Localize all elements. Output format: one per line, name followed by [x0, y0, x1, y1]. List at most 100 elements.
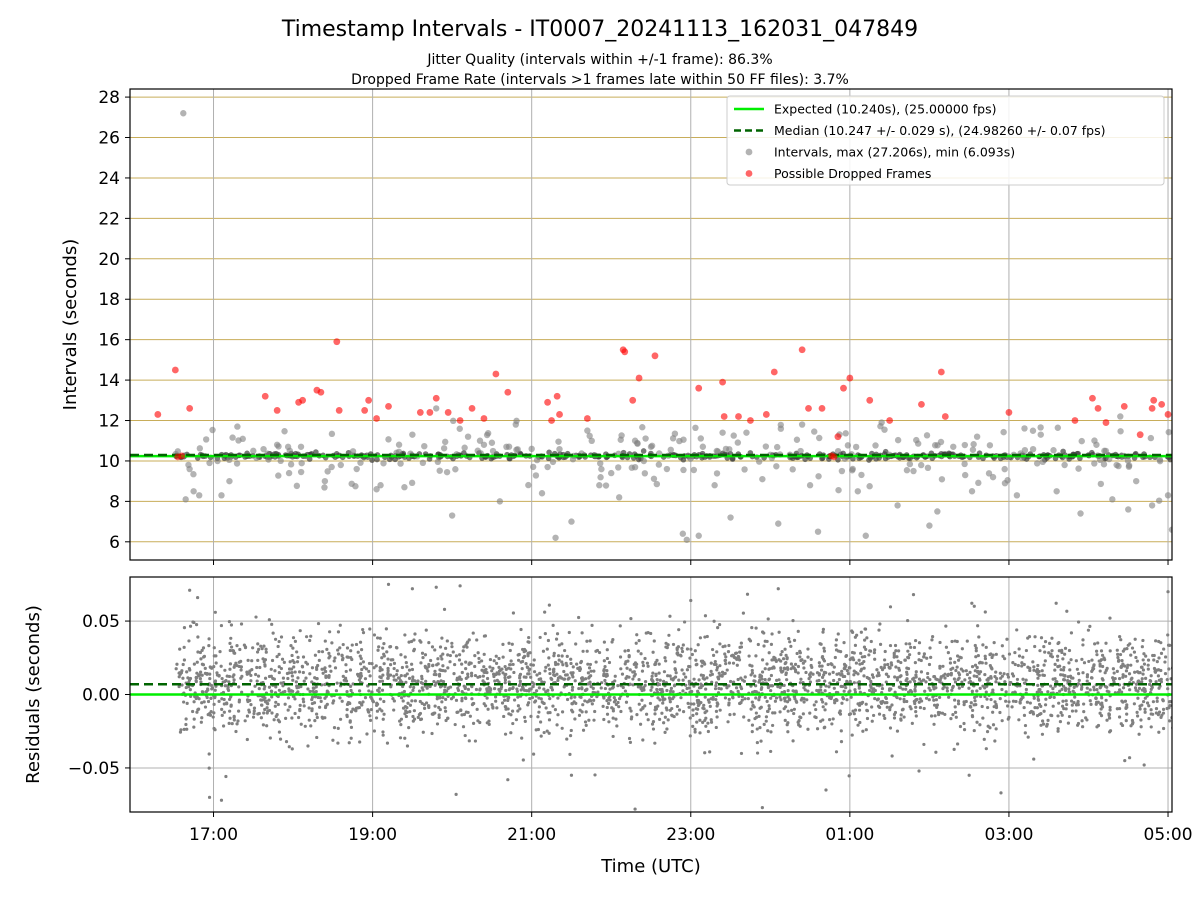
residual-point: [910, 721, 914, 725]
residual-point: [862, 674, 866, 678]
residual-point: [766, 709, 770, 714]
residual-point: [661, 701, 665, 705]
interval-point: [872, 442, 879, 449]
residual-point: [1089, 676, 1094, 680]
residual-point: [519, 627, 523, 632]
residual-point: [1050, 636, 1054, 640]
residual-point: [369, 707, 373, 712]
residual-point: [700, 664, 704, 668]
residual-point: [403, 712, 407, 716]
residual-point: [892, 712, 897, 717]
interval-point: [722, 445, 730, 453]
residual-point: [310, 695, 315, 699]
interval-point: [588, 437, 595, 445]
residual-point: [1089, 702, 1093, 706]
residual-point: [502, 714, 506, 719]
residual-point: [394, 645, 399, 650]
residual-point: [689, 702, 693, 706]
residual-point: [498, 668, 503, 672]
interval-point: [950, 443, 957, 450]
residual-point: [358, 676, 362, 680]
residual-point: [1094, 649, 1099, 653]
residual-point: [757, 698, 761, 702]
residual-point: [792, 638, 797, 642]
residual-point: [964, 669, 968, 673]
residual-point: [382, 641, 386, 646]
residual-point: [605, 699, 609, 703]
residual-point: [798, 681, 802, 685]
residual-point: [488, 688, 492, 692]
dropped-frame-point: [553, 392, 561, 400]
interval-point: [529, 463, 537, 471]
residual-point: [207, 795, 212, 799]
residual-point: [1074, 659, 1078, 663]
residual-point: [463, 686, 467, 691]
x-axis-label: Time (UTC): [600, 856, 701, 877]
residual-point: [430, 645, 435, 649]
residual-point: [715, 665, 720, 670]
residual-point: [1169, 677, 1172, 681]
residual-point: [629, 717, 633, 721]
interval-point: [174, 448, 182, 455]
residual-point: [477, 656, 481, 661]
residual-point: [1134, 682, 1139, 686]
residual-point: [1117, 658, 1121, 662]
dropped-frame-point: [1148, 404, 1156, 412]
residual-point: [1104, 698, 1108, 702]
residual-point: [970, 665, 975, 669]
residual-point: [234, 661, 238, 665]
residual-point: [1102, 656, 1106, 660]
residual-point: [823, 708, 827, 712]
residual-point: [804, 670, 808, 675]
residual-point: [1129, 663, 1133, 667]
residual-point: [336, 741, 340, 745]
residual-point: [286, 676, 290, 681]
x-tick-label: 21:00: [507, 825, 556, 845]
residual-point: [739, 751, 744, 756]
residual-point: [943, 712, 947, 717]
residual-point: [754, 696, 758, 700]
residual-point: [567, 630, 571, 635]
residual-point: [1098, 711, 1102, 715]
residual-point: [434, 585, 438, 589]
residual-point: [984, 747, 988, 751]
residual-point: [877, 628, 881, 632]
residual-point: [1085, 679, 1089, 683]
residual-point: [1007, 652, 1012, 656]
residual-point: [1119, 665, 1123, 670]
residual-point: [1092, 688, 1096, 692]
residual-point: [948, 657, 953, 661]
residual-point: [372, 729, 376, 733]
residual-point: [985, 697, 989, 701]
residual-point: [1107, 716, 1112, 720]
residual-point: [368, 714, 372, 718]
residual-point: [1123, 699, 1128, 703]
residual-point: [852, 658, 856, 662]
residual-point: [864, 647, 868, 652]
residual-point: [715, 668, 719, 672]
residual-point: [611, 638, 615, 642]
residual-point: [703, 695, 707, 699]
interval-point: [679, 530, 687, 537]
residual-point: [1167, 667, 1171, 671]
residual-point: [287, 667, 292, 671]
residual-point: [421, 655, 425, 660]
residual-point: [621, 685, 625, 690]
residual-point: [914, 698, 918, 702]
residual-point: [1014, 699, 1018, 704]
residual-point: [728, 712, 732, 717]
residual-point: [545, 729, 549, 733]
interval-point: [1133, 477, 1140, 485]
residual-point: [239, 668, 243, 672]
residual-point: [927, 662, 932, 667]
residual-point: [737, 658, 742, 662]
residual-point: [913, 701, 917, 706]
residual-point: [970, 714, 974, 718]
residual-point: [1121, 649, 1125, 653]
dropped-frame-point: [735, 413, 742, 420]
residual-point: [819, 688, 823, 692]
residual-point: [1044, 697, 1048, 701]
residual-point: [1090, 658, 1094, 662]
residual-point: [507, 641, 511, 645]
residual-point: [436, 657, 440, 661]
